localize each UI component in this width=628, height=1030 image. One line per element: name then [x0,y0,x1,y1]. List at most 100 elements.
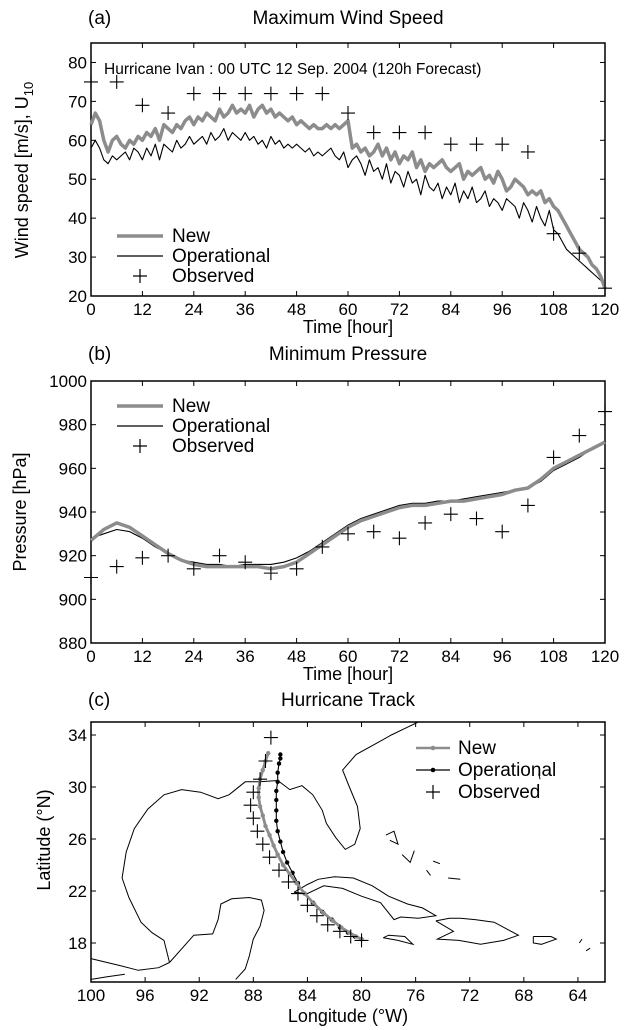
x-tick-label-b: 60 [339,647,358,666]
y-axis-label-a-sub: 10 [21,82,36,96]
series-line-operational-a [90,128,606,285]
observed-point-c [246,785,261,800]
observed-point-a [366,125,381,140]
series-line-new-a [89,103,607,289]
observed-point-a [418,125,433,140]
observed-point-c [243,798,258,813]
y-tick-label-b: 1000 [49,372,87,391]
track-point-operational-c [280,849,286,855]
observed-point-b [84,570,98,585]
coastline [90,958,170,971]
track-point-operational-c [274,797,279,803]
observed-point-c [332,924,347,939]
legend-label-new-b: New [172,396,210,417]
observed-point-c [255,837,270,852]
track-point-new-c [294,881,299,886]
observed-point-b [495,524,510,539]
y-tick-label-b: 940 [59,503,87,522]
x-tick-label-c: 92 [190,986,209,1005]
legend-swatch-observed-b [133,439,147,453]
x-tick-label-b: 120 [591,647,619,666]
observed-point-a [263,86,278,101]
x-tick-label-a: 108 [539,300,567,319]
observed-point-b [443,507,458,522]
observed-point-c [290,886,305,901]
coastline [435,917,520,945]
y-tick-label-a: 30 [68,248,87,267]
x-tick-label-b: 12 [133,647,152,666]
x-tick-label-c: 68 [514,986,533,1005]
y-tick-label-a: 50 [68,170,87,189]
y-tick-label-a: 40 [68,209,87,228]
x-tick-label-b: 84 [441,647,460,666]
chart-title-c: Hurricane Track [281,690,416,711]
track-point-new-c [280,862,286,868]
observed-point-c [246,811,261,826]
observed-point-c [343,929,358,944]
plot-area-c: 100 96 92 88 84 80 76 72 68 64 18 22 26 30 34 [68,721,606,1005]
coastline [448,877,461,880]
observed-point-c [263,730,278,745]
observed-point-b [289,561,304,576]
track-point-new-c [260,813,265,818]
observed-point-b [418,515,433,530]
x-axis-label-c: Longitude (°W) [288,1006,408,1026]
observed-point-c [262,850,277,865]
y-tick-label-c: 22 [68,882,87,901]
coastline [169,896,265,980]
legend-swatch-observed-c [426,785,440,799]
x-tick-label-c: 72 [460,986,479,1005]
track-point-new-c [257,804,263,809]
observed-point-b [161,548,176,563]
observed-point-c [258,754,273,768]
track-point-new-c [256,786,261,791]
track-point-new-c [256,795,261,800]
x-tick-label-a: 12 [133,300,152,319]
panel-track: (c) Hurricane Track 100 96 92 88 84 80 76 72 68 6… [34,690,606,1026]
legend-label-new-c: New [458,738,496,759]
x-tick-label-c: 76 [406,986,425,1005]
legend-label-new-a: New [172,226,210,247]
observed-point-b [546,450,561,465]
coastline [433,860,441,865]
observed-point-c [354,933,369,948]
observed-point-a [109,74,124,89]
x-tick-label-a: 60 [339,300,358,319]
legend-label-observed-a: Observed [172,266,254,287]
observed-point-b [520,498,535,513]
track-point-operational-c [275,829,280,834]
x-tick-label-b: 0 [86,647,95,666]
legend-a: New Operational Observed [117,226,270,287]
series-line-operational-c [275,754,362,940]
chart-title-b: Minimum Pressure [269,344,427,365]
track-point-new-c [271,843,276,848]
observed-point-b [598,404,612,419]
observed-point-a [161,106,176,121]
coastline [401,850,415,864]
x-tick-label-a: 24 [184,300,203,319]
coastline [538,773,541,780]
track-point-new-c [330,918,336,924]
track-point-operational-c [274,788,279,794]
y-axis-label-a-main: Wind speed [m/s], U [12,96,32,258]
x-tick-label-b: 36 [236,647,255,666]
y-tick-label-c: 34 [68,726,87,745]
legend-label-observed-b: Observed [172,436,254,457]
coastline [293,876,438,921]
observed-point-b [238,555,253,570]
panel-label-a: (a) [88,8,111,29]
observed-point-a [392,125,407,140]
y-tick-label-b: 960 [59,459,87,478]
x-axis-label-a: Time [hour] [303,317,393,337]
plot-frame-a [90,42,606,297]
coastline [382,934,415,946]
track-point-operational-c [275,770,280,775]
panel-label-c: (c) [88,690,110,711]
observed-point-a [520,144,535,159]
x-tick-label-b: 108 [539,647,567,666]
x-tick-label-b: 24 [184,647,203,666]
coastline [385,830,399,846]
plot-area-a: 0 12 24 36 48 60 72 84 96 108 120 20 30 40 50 60 70 80 [68,42,619,319]
legend-marker-new-c [430,745,436,751]
